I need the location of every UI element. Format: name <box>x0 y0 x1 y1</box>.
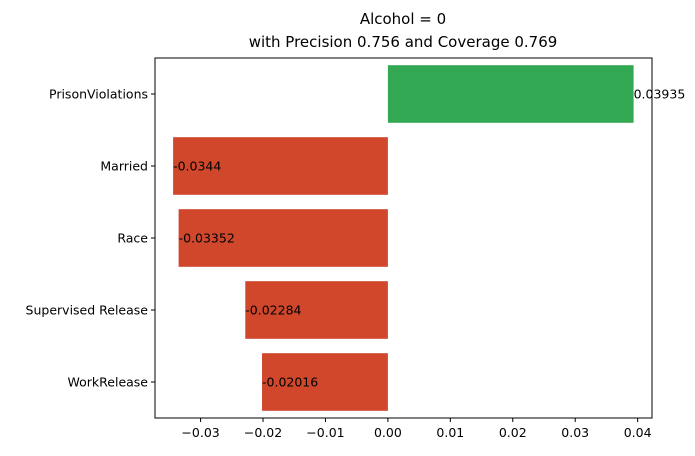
value-label: -0.02016 <box>262 375 318 390</box>
x-tick-label: 0.01 <box>436 425 464 440</box>
x-tick-label: 0.02 <box>499 425 527 440</box>
value-label: -0.03352 <box>179 231 235 246</box>
bar-prisonviolations <box>387 65 634 123</box>
bar-supervised-release <box>245 281 388 339</box>
value-label: -0.02284 <box>245 303 301 318</box>
y-tick-label: Supervised Release <box>26 303 149 318</box>
y-axis: PrisonViolations Married Race Supervised Re… <box>26 87 155 390</box>
x-axis: −0.03 −0.02 −0.01 0.00 0.01 0.02 0.03 0.04 <box>181 418 652 440</box>
bar-workrelease <box>262 353 388 411</box>
bar-married <box>173 137 388 195</box>
x-tick-label: −0.02 <box>244 425 282 440</box>
value-label: -0.0344 <box>173 159 221 174</box>
x-tick-label: 0.04 <box>624 425 652 440</box>
plot-frame <box>154 57 653 419</box>
x-tick-label: −0.03 <box>181 425 219 440</box>
bars-group <box>173 65 634 411</box>
chart-title: Alcohol = 0 <box>360 10 446 28</box>
x-tick-label: 0.00 <box>374 425 402 440</box>
x-tick-label: −0.01 <box>306 425 344 440</box>
x-tick-label: 0.03 <box>561 425 589 440</box>
value-label: 0.03935 <box>634 87 686 102</box>
y-tick-label: PrisonViolations <box>49 87 148 102</box>
y-tick-label: Race <box>117 231 148 246</box>
chart-subtitle: with Precision 0.756 and Coverage 0.769 <box>249 33 558 51</box>
bar-race <box>178 209 388 267</box>
y-tick-label: Married <box>100 159 148 174</box>
value-labels-group: 0.03935 -0.0344 -0.03352 -0.02284 -0.02016 <box>173 87 685 390</box>
y-tick-label: WorkRelease <box>68 375 149 390</box>
